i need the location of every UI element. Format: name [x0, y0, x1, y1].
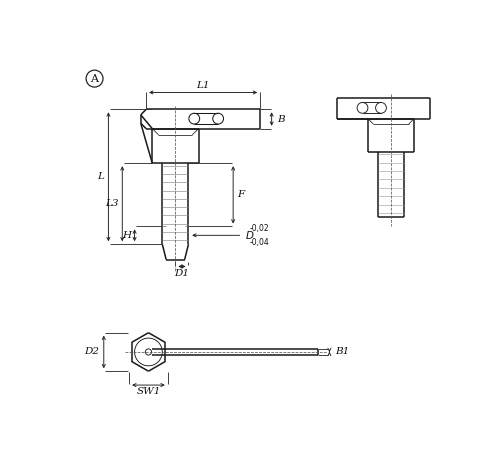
Text: L1: L1: [196, 81, 210, 90]
Text: D1: D1: [174, 269, 190, 278]
Text: -0,04: -0,04: [250, 238, 270, 247]
Text: $D$: $D$: [244, 229, 254, 242]
Text: SW1: SW1: [136, 387, 160, 396]
Text: -0,02: -0,02: [250, 224, 270, 233]
Text: H: H: [122, 231, 132, 240]
Text: B: B: [277, 114, 284, 123]
Text: L3: L3: [105, 199, 118, 208]
Text: A: A: [90, 74, 98, 83]
Text: D2: D2: [84, 348, 99, 356]
Text: B1: B1: [335, 348, 349, 356]
Text: L: L: [97, 172, 104, 182]
Text: F: F: [237, 190, 244, 199]
